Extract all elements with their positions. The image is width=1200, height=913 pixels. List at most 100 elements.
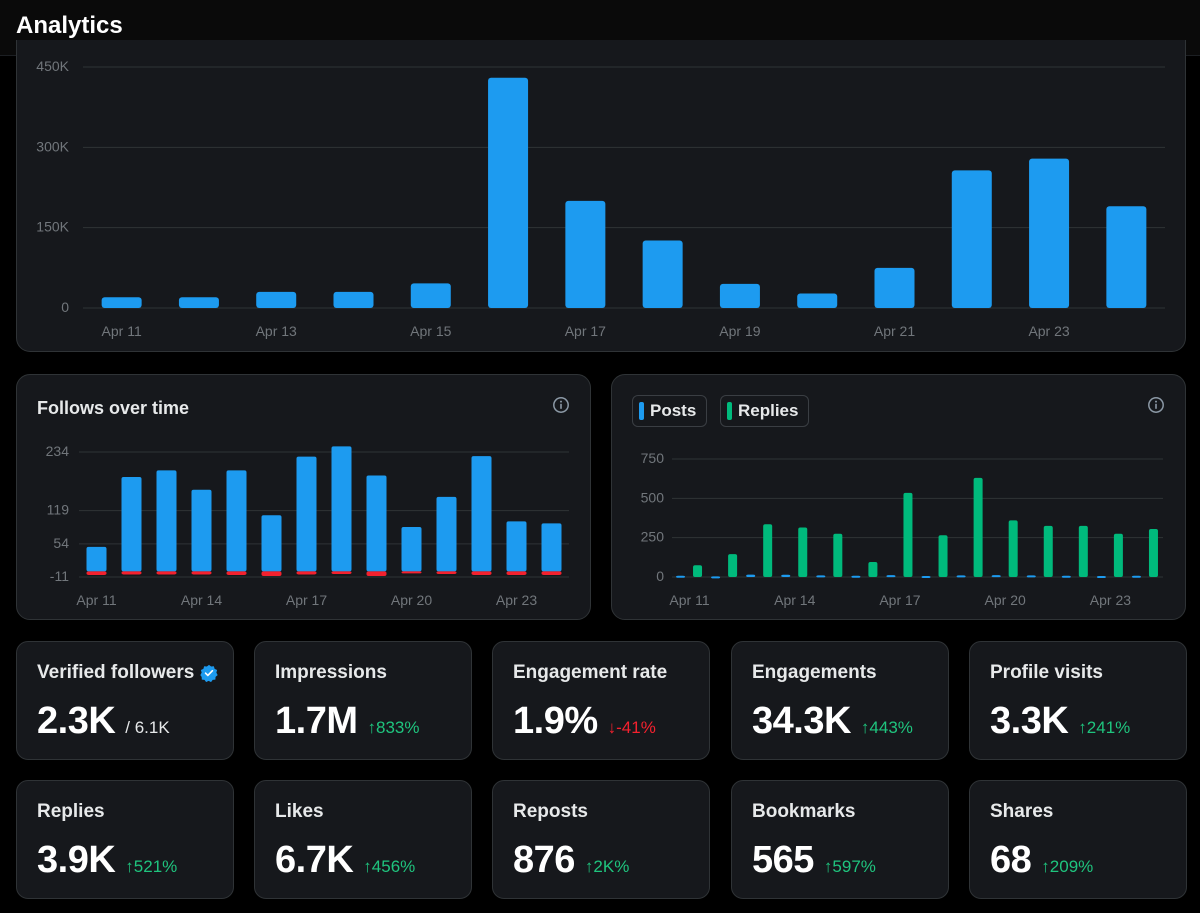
bar-unfollows — [506, 571, 527, 575]
arrow-up-icon: ↑ — [367, 718, 376, 737]
y-tick-label: -11 — [50, 568, 69, 584]
y-tick-label: 234 — [46, 443, 70, 459]
bar-replies — [938, 535, 948, 577]
bar-replies — [868, 562, 878, 577]
y-tick-label: 150K — [36, 219, 69, 235]
bar-unfollows — [541, 571, 562, 575]
bar-follows — [401, 527, 422, 572]
legend-posts-label: Posts — [650, 401, 697, 420]
stat-change-value: 597% — [832, 857, 876, 876]
legend-replies-toggle[interactable]: Replies — [720, 395, 810, 427]
stat-card-bookmarks[interactable]: Bookmarks 565 ↑597% — [731, 780, 949, 899]
verified-badge-icon — [200, 664, 219, 682]
stat-value: 565 — [752, 839, 814, 881]
arrow-down-icon: ↓ — [607, 718, 617, 737]
bar-posts — [886, 575, 896, 578]
bar-impressions — [410, 283, 451, 308]
stat-value: 3.9K — [37, 839, 116, 881]
stat-change: ↑833% — [367, 718, 419, 738]
bar-posts — [1131, 575, 1141, 578]
bar-unfollows — [191, 571, 212, 575]
stat-card-engagement-rate[interactable]: Engagement rate 1.9% ↓-41% — [492, 641, 710, 760]
stat-label: Bookmarks — [752, 801, 856, 822]
stat-label: Verified followers — [37, 662, 219, 684]
stat-label: Engagement rate — [513, 662, 668, 683]
y-tick-label: 300K — [36, 138, 69, 154]
stat-change-value: 833% — [375, 718, 420, 737]
x-tick-label: Apr 20 — [985, 592, 1026, 608]
bar-posts — [781, 574, 791, 577]
bar-follows — [226, 470, 247, 572]
bar-unfollows — [401, 571, 422, 574]
y-tick-label: 0 — [61, 299, 69, 315]
bar-impressions — [1029, 158, 1070, 308]
x-tick-label: Apr 20 — [391, 592, 432, 608]
stat-card-engagements[interactable]: Engagements 34.3K ↑443% — [731, 641, 949, 760]
stat-label: Shares — [990, 801, 1054, 822]
stat-change: ↑209% — [1041, 857, 1093, 877]
stat-card-impressions[interactable]: Impressions 1.7M ↑833% — [254, 641, 472, 760]
bar-replies — [973, 477, 983, 577]
bar-replies — [1043, 525, 1053, 577]
bar-replies — [728, 554, 738, 577]
arrow-up-icon: ↑ — [860, 718, 870, 737]
bar-replies — [833, 533, 843, 577]
bar-posts — [991, 575, 1001, 578]
stat-change: ↑241% — [1078, 718, 1130, 738]
bar-impressions — [488, 77, 529, 308]
bar-unfollows — [86, 571, 107, 575]
stat-change: ↑2K% — [585, 857, 629, 877]
stat-label: Impressions — [275, 662, 387, 683]
bar-impressions — [565, 200, 606, 308]
stat-card-profile-visits[interactable]: Profile visits 3.3K ↑241% — [969, 641, 1187, 760]
posts-replies-chart[interactable]: 0 250 500 750 Apr 11 Apr 14 Apr 17 Apr 20 Apr 23 — [612, 375, 1187, 621]
follows-chart-title: Follows over time — [37, 398, 190, 418]
y-tick-label: 450K — [36, 58, 69, 74]
bar-follows — [541, 523, 562, 572]
stat-label: Replies — [37, 801, 105, 822]
y-tick-label: 119 — [47, 502, 70, 518]
bar-posts — [851, 575, 861, 578]
bar-posts — [956, 575, 966, 578]
bar-posts — [921, 576, 931, 579]
arrow-up-icon: ↑ — [125, 857, 134, 876]
bar-impressions — [178, 297, 219, 308]
x-tick-label: Apr 21 — [874, 323, 915, 339]
stat-label-text: Verified followers — [37, 662, 195, 683]
impressions-chart[interactable]: 0 150K 300K 450K Apr 11 Apr 13 Apr 15 Apr 17 Apr… — [17, 40, 1187, 352]
stat-card-shares[interactable]: Shares 68 ↑209% — [969, 780, 1187, 899]
y-tick-label: 750 — [641, 450, 665, 466]
x-tick-label: Apr 11 — [102, 323, 142, 339]
bar-unfollows — [296, 571, 317, 575]
arrow-up-icon: ↑ — [823, 857, 833, 876]
bar-unfollows — [366, 571, 387, 576]
bar-replies — [798, 527, 808, 577]
bar-replies — [1113, 533, 1123, 577]
stat-change-value: 456% — [371, 857, 416, 876]
y-tick-label: 250 — [641, 529, 665, 545]
legend-posts-toggle[interactable]: Posts — [632, 395, 708, 427]
bar-unfollows — [331, 571, 352, 574]
bar-follows — [436, 496, 457, 572]
bar-impressions — [1106, 206, 1147, 308]
bar-impressions — [797, 293, 838, 308]
replies-swatch — [727, 402, 732, 420]
info-icon[interactable] — [552, 396, 570, 414]
bar-replies — [763, 524, 773, 577]
stat-card-likes[interactable]: Likes 6.7K ↑456% — [254, 780, 472, 899]
x-tick-label: Apr 17 — [565, 323, 606, 339]
stat-card-verified-followers[interactable]: Verified followers 2.3K / 6.1K — [16, 641, 234, 760]
y-tick-label: 54 — [53, 535, 69, 551]
arrow-up-icon: ↑ — [584, 857, 594, 876]
bar-impressions — [333, 291, 374, 308]
stat-card-reposts[interactable]: Reposts 876 ↑2K% — [492, 780, 710, 899]
x-tick-label: Apr 23 — [1090, 592, 1131, 608]
stat-card-replies[interactable]: Replies 3.9K ↑521% — [16, 780, 234, 899]
follows-chart[interactable]: -11 54 119 234 Apr 11 Apr 14 Apr 17 Apr 20 Apr 2… — [17, 375, 592, 621]
bar-posts — [676, 575, 686, 578]
posts-swatch — [639, 402, 644, 420]
stat-label: Engagements — [752, 662, 877, 683]
bar-unfollows — [156, 571, 177, 575]
info-icon[interactable] — [1147, 396, 1165, 414]
x-tick-label: Apr 19 — [719, 323, 760, 339]
